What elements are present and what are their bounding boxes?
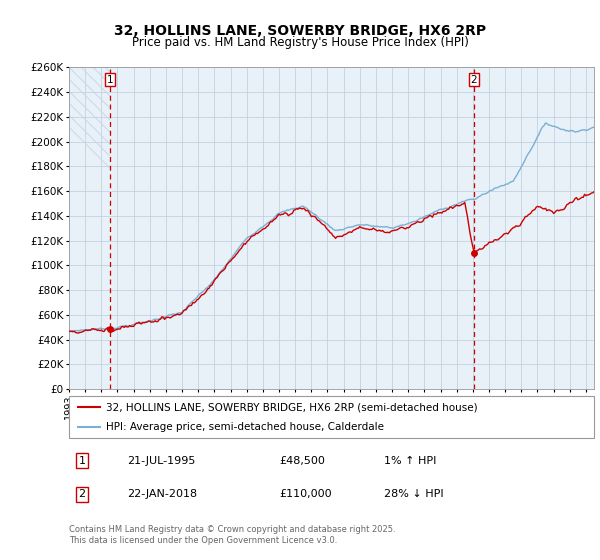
- Text: 2: 2: [470, 74, 477, 85]
- Text: 32, HOLLINS LANE, SOWERBY BRIDGE, HX6 2RP: 32, HOLLINS LANE, SOWERBY BRIDGE, HX6 2R…: [114, 24, 486, 38]
- Text: £48,500: £48,500: [279, 456, 325, 465]
- Text: 1% ↑ HPI: 1% ↑ HPI: [384, 456, 436, 465]
- Text: 1: 1: [79, 456, 86, 465]
- Text: 1: 1: [107, 74, 113, 85]
- Text: Contains HM Land Registry data © Crown copyright and database right 2025.
This d: Contains HM Land Registry data © Crown c…: [69, 525, 395, 545]
- Text: 28% ↓ HPI: 28% ↓ HPI: [384, 489, 443, 499]
- FancyBboxPatch shape: [69, 396, 594, 438]
- Text: 22-JAN-2018: 22-JAN-2018: [127, 489, 197, 499]
- Text: HPI: Average price, semi-detached house, Calderdale: HPI: Average price, semi-detached house,…: [106, 422, 384, 432]
- Text: 32, HOLLINS LANE, SOWERBY BRIDGE, HX6 2RP (semi-detached house): 32, HOLLINS LANE, SOWERBY BRIDGE, HX6 2R…: [106, 402, 478, 412]
- Text: £110,000: £110,000: [279, 489, 332, 499]
- Text: 21-JUL-1995: 21-JUL-1995: [127, 456, 195, 465]
- Text: Price paid vs. HM Land Registry's House Price Index (HPI): Price paid vs. HM Land Registry's House …: [131, 36, 469, 49]
- Text: 2: 2: [79, 489, 86, 499]
